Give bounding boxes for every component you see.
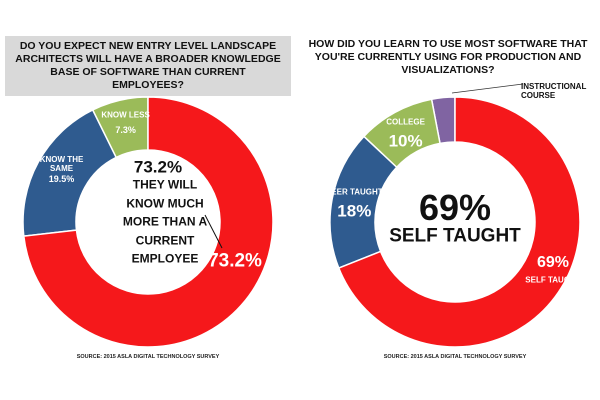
center-value: 69% [418, 187, 492, 229]
category-label: KNOW LESS [101, 111, 150, 121]
value-label: 18% [337, 201, 372, 221]
center-text: SELF TAUGHT [389, 225, 521, 247]
leader-line [451, 83, 524, 94]
source-note: SOURCE: 2015 ASLA DIGITAL TECHNOLOGY SUR… [383, 353, 527, 360]
value-label: 19.5% [48, 173, 75, 184]
value-label: 73.2% [208, 250, 262, 272]
value-label: 7.3% [115, 125, 136, 136]
value-label: 10% [388, 131, 423, 151]
donut-segment [337, 96, 581, 348]
chart-title: DO YOU EXPECT NEW ENTRY LEVEL LANDSCAPE … [15, 40, 281, 92]
category-label: COLLEGE [386, 117, 425, 127]
value-label: 3% [440, 87, 452, 97]
center-text: THEY WILL KNOW MUCH MORE THAN A CURRENT … [122, 177, 208, 266]
value-label: 69% [536, 254, 570, 272]
center-value: 73.2% [133, 157, 183, 177]
source-note: SOURCE: 2015 ASLA DIGITAL TECHNOLOGY SUR… [76, 353, 220, 360]
donut-segment [22, 96, 274, 348]
category-label: KNOW THE SAME [39, 155, 84, 174]
chart-title: HOW DID YOU LEARN TO USE MOST SOFTWARE T… [308, 38, 588, 77]
category-label: INSTRUCTIONAL COURSE [521, 82, 587, 100]
category-label: PEER TAUGHT [325, 187, 383, 197]
title-band [5, 36, 291, 96]
category-label: SELF TAUGHT [525, 275, 581, 285]
pointer-line [204, 214, 223, 249]
